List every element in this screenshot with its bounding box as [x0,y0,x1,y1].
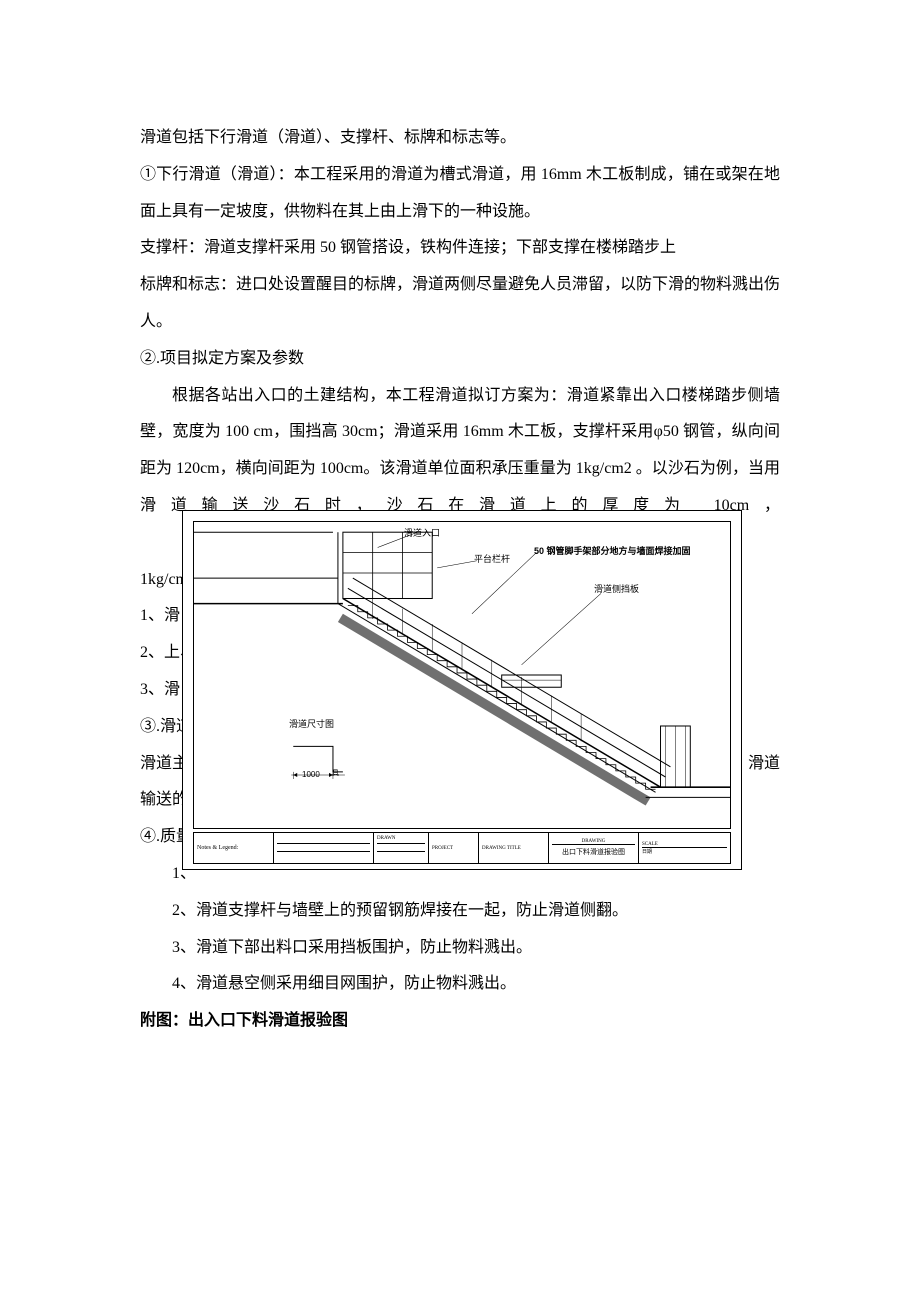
para-17: 3、滑道下部出料口采用挡板围护，防止物料溅出。 [140,930,780,967]
anno-dim-label: 滑道尺寸图 [289,717,334,730]
title-cell-2 [274,833,374,863]
para-support: 支撑杆：滑道支撑杆采用 50 钢管搭设，铁构件连接；下部支撑在楼梯踏步上 [140,230,780,267]
anno-platform: 平台栏杆 [474,552,510,565]
para-plan-text: 根据各站出入口的土建结构，本工程滑道拟订方案为：滑道紧靠出入口楼梯踏步侧墙壁，宽… [140,387,780,514]
notes-label: Notes & Legend: [197,845,270,851]
para-12-head: 滑道主 [140,746,188,783]
anno-pipe: 50 钢管脚手架部分地方与墙面焊接加固 [534,544,691,557]
diagram-container: 滑道入口 平台栏杆 50 钢管脚手架部分地方与墙面焊接加固 滑道侧挡板 滑道尺寸… [182,510,742,870]
para-18: 4、滑道悬空侧采用细目网围护，防止物料溅出。 [140,966,780,1003]
para-sign: 标牌和标志：进口处设置醒目的标牌，滑道两侧尽量避免人员滞留，以防下滑的物料溅出伤… [140,267,780,341]
para-16: 2、滑道支撑杆与墙壁上的预留钢筋焊接在一起，防止滑道侧翻。 [140,893,780,930]
title-cell-notes: Notes & Legend: [194,833,274,863]
title-cell-project-name: DRAWING 出口下料滑道报验图 [549,833,639,863]
title-cell-drawn: DRAWN [374,833,429,863]
anno-dim-small: 具 [332,768,339,778]
title-cell-project: PROJECT [429,833,479,863]
para-section2: ②.项目拟定方案及参数 [140,341,780,378]
title-cell-drawing-title: DRAWING TITLE [479,833,549,863]
anno-dim-value: 1000 [302,770,320,779]
attachment-label: 附图：出入口下料滑道报验图 [140,1003,780,1040]
diagram-drawing-area: 滑道入口 平台栏杆 50 钢管脚手架部分地方与墙面焊接加固 滑道侧挡板 滑道尺寸… [193,521,731,829]
title-block: Notes & Legend: DRAWN PROJECT DRAWING TI… [193,832,731,864]
para-intro: 滑道包括下行滑道（滑道）、支撑杆、标牌和标志等。 [140,120,780,157]
para-12-tail: 滑道 [748,746,780,783]
title-cell-scale: SCALE 日期 [639,833,730,863]
stair-diagram-svg [194,522,730,828]
para-downslide: ①下行滑道（滑道）：本工程采用的滑道为槽式滑道，用 16mm 木工板制成，铺在或… [140,157,780,231]
anno-entrance: 滑道入口 [404,526,440,539]
anno-sideboard: 滑道侧挡板 [594,582,639,595]
